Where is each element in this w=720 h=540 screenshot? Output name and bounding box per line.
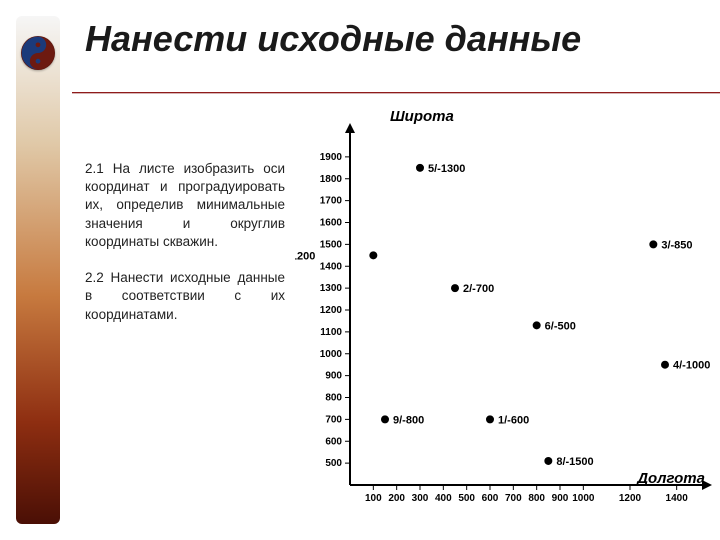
data-point-label: 1/-600 — [498, 414, 529, 426]
horizontal-rule — [72, 92, 720, 93]
x-tick-label: 400 — [435, 493, 452, 504]
y-axis-arrow-icon — [345, 123, 355, 133]
left-decorative-bar — [16, 16, 60, 524]
slide-title: Нанести исходные данные — [85, 18, 581, 60]
y-axis-title: Широта — [390, 108, 454, 125]
data-point — [533, 321, 541, 329]
logo-yin-yang-icon — [21, 36, 55, 70]
data-point — [486, 415, 494, 423]
x-tick-label: 1000 — [572, 493, 595, 504]
x-tick-label: 700 — [505, 493, 522, 504]
y-tick-label: 1400 — [320, 261, 343, 272]
data-point-label: 9/-800 — [393, 414, 424, 426]
y-tick-label: 1800 — [320, 174, 343, 185]
data-point — [661, 361, 669, 369]
y-tick-label: 1100 — [320, 327, 342, 338]
y-tick-label: 1900 — [320, 152, 343, 163]
x-tick-label: 1200 — [619, 493, 642, 504]
data-point — [451, 284, 459, 292]
y-tick-label: 600 — [325, 436, 342, 447]
data-point — [381, 415, 389, 423]
data-point-label: 7/-1200 — [295, 250, 315, 262]
x-tick-label: 600 — [482, 493, 499, 504]
data-point-label: 2/-700 — [463, 283, 494, 295]
y-tick-label: 800 — [325, 393, 342, 404]
data-point — [416, 164, 424, 172]
paragraph: 2.2 Нанести исходные данные в соответств… — [85, 269, 285, 324]
data-point — [544, 457, 552, 465]
x-tick-label: 200 — [388, 493, 405, 504]
data-point-label: 3/-850 — [661, 239, 692, 251]
x-tick-label: 1400 — [666, 493, 689, 504]
paragraph: 2.1 На листе изобразить оси координат и … — [85, 160, 285, 251]
data-point-label: 5/-1300 — [428, 163, 465, 175]
y-tick-label: 1000 — [320, 349, 343, 360]
x-tick-label: 900 — [552, 493, 569, 504]
data-point — [369, 251, 377, 259]
x-tick-label: 300 — [412, 493, 429, 504]
y-tick-label: 1500 — [320, 239, 343, 250]
data-point-label: 4/-1000 — [673, 360, 710, 372]
y-tick-label: 1200 — [320, 305, 343, 316]
x-tick-label: 800 — [528, 493, 545, 504]
data-point-label: 8/-1500 — [556, 456, 593, 468]
body-text-block: 2.1 На листе изобразить оси координат и … — [85, 160, 285, 342]
y-tick-label: 1300 — [320, 283, 343, 294]
data-point — [649, 240, 657, 248]
y-tick-label: 1600 — [320, 218, 343, 229]
y-tick-label: 900 — [325, 371, 342, 382]
data-point-label: 6/-500 — [545, 320, 576, 332]
x-tick-label: 100 — [365, 493, 382, 504]
x-tick-label: 500 — [458, 493, 475, 504]
y-tick-label: 1700 — [320, 196, 343, 207]
x-axis-arrow-icon — [702, 480, 712, 490]
scatter-chart: ШиротаДолгота500600700800900100011001200… — [295, 105, 715, 535]
y-tick-label: 500 — [325, 458, 342, 469]
y-tick-label: 700 — [325, 414, 342, 425]
